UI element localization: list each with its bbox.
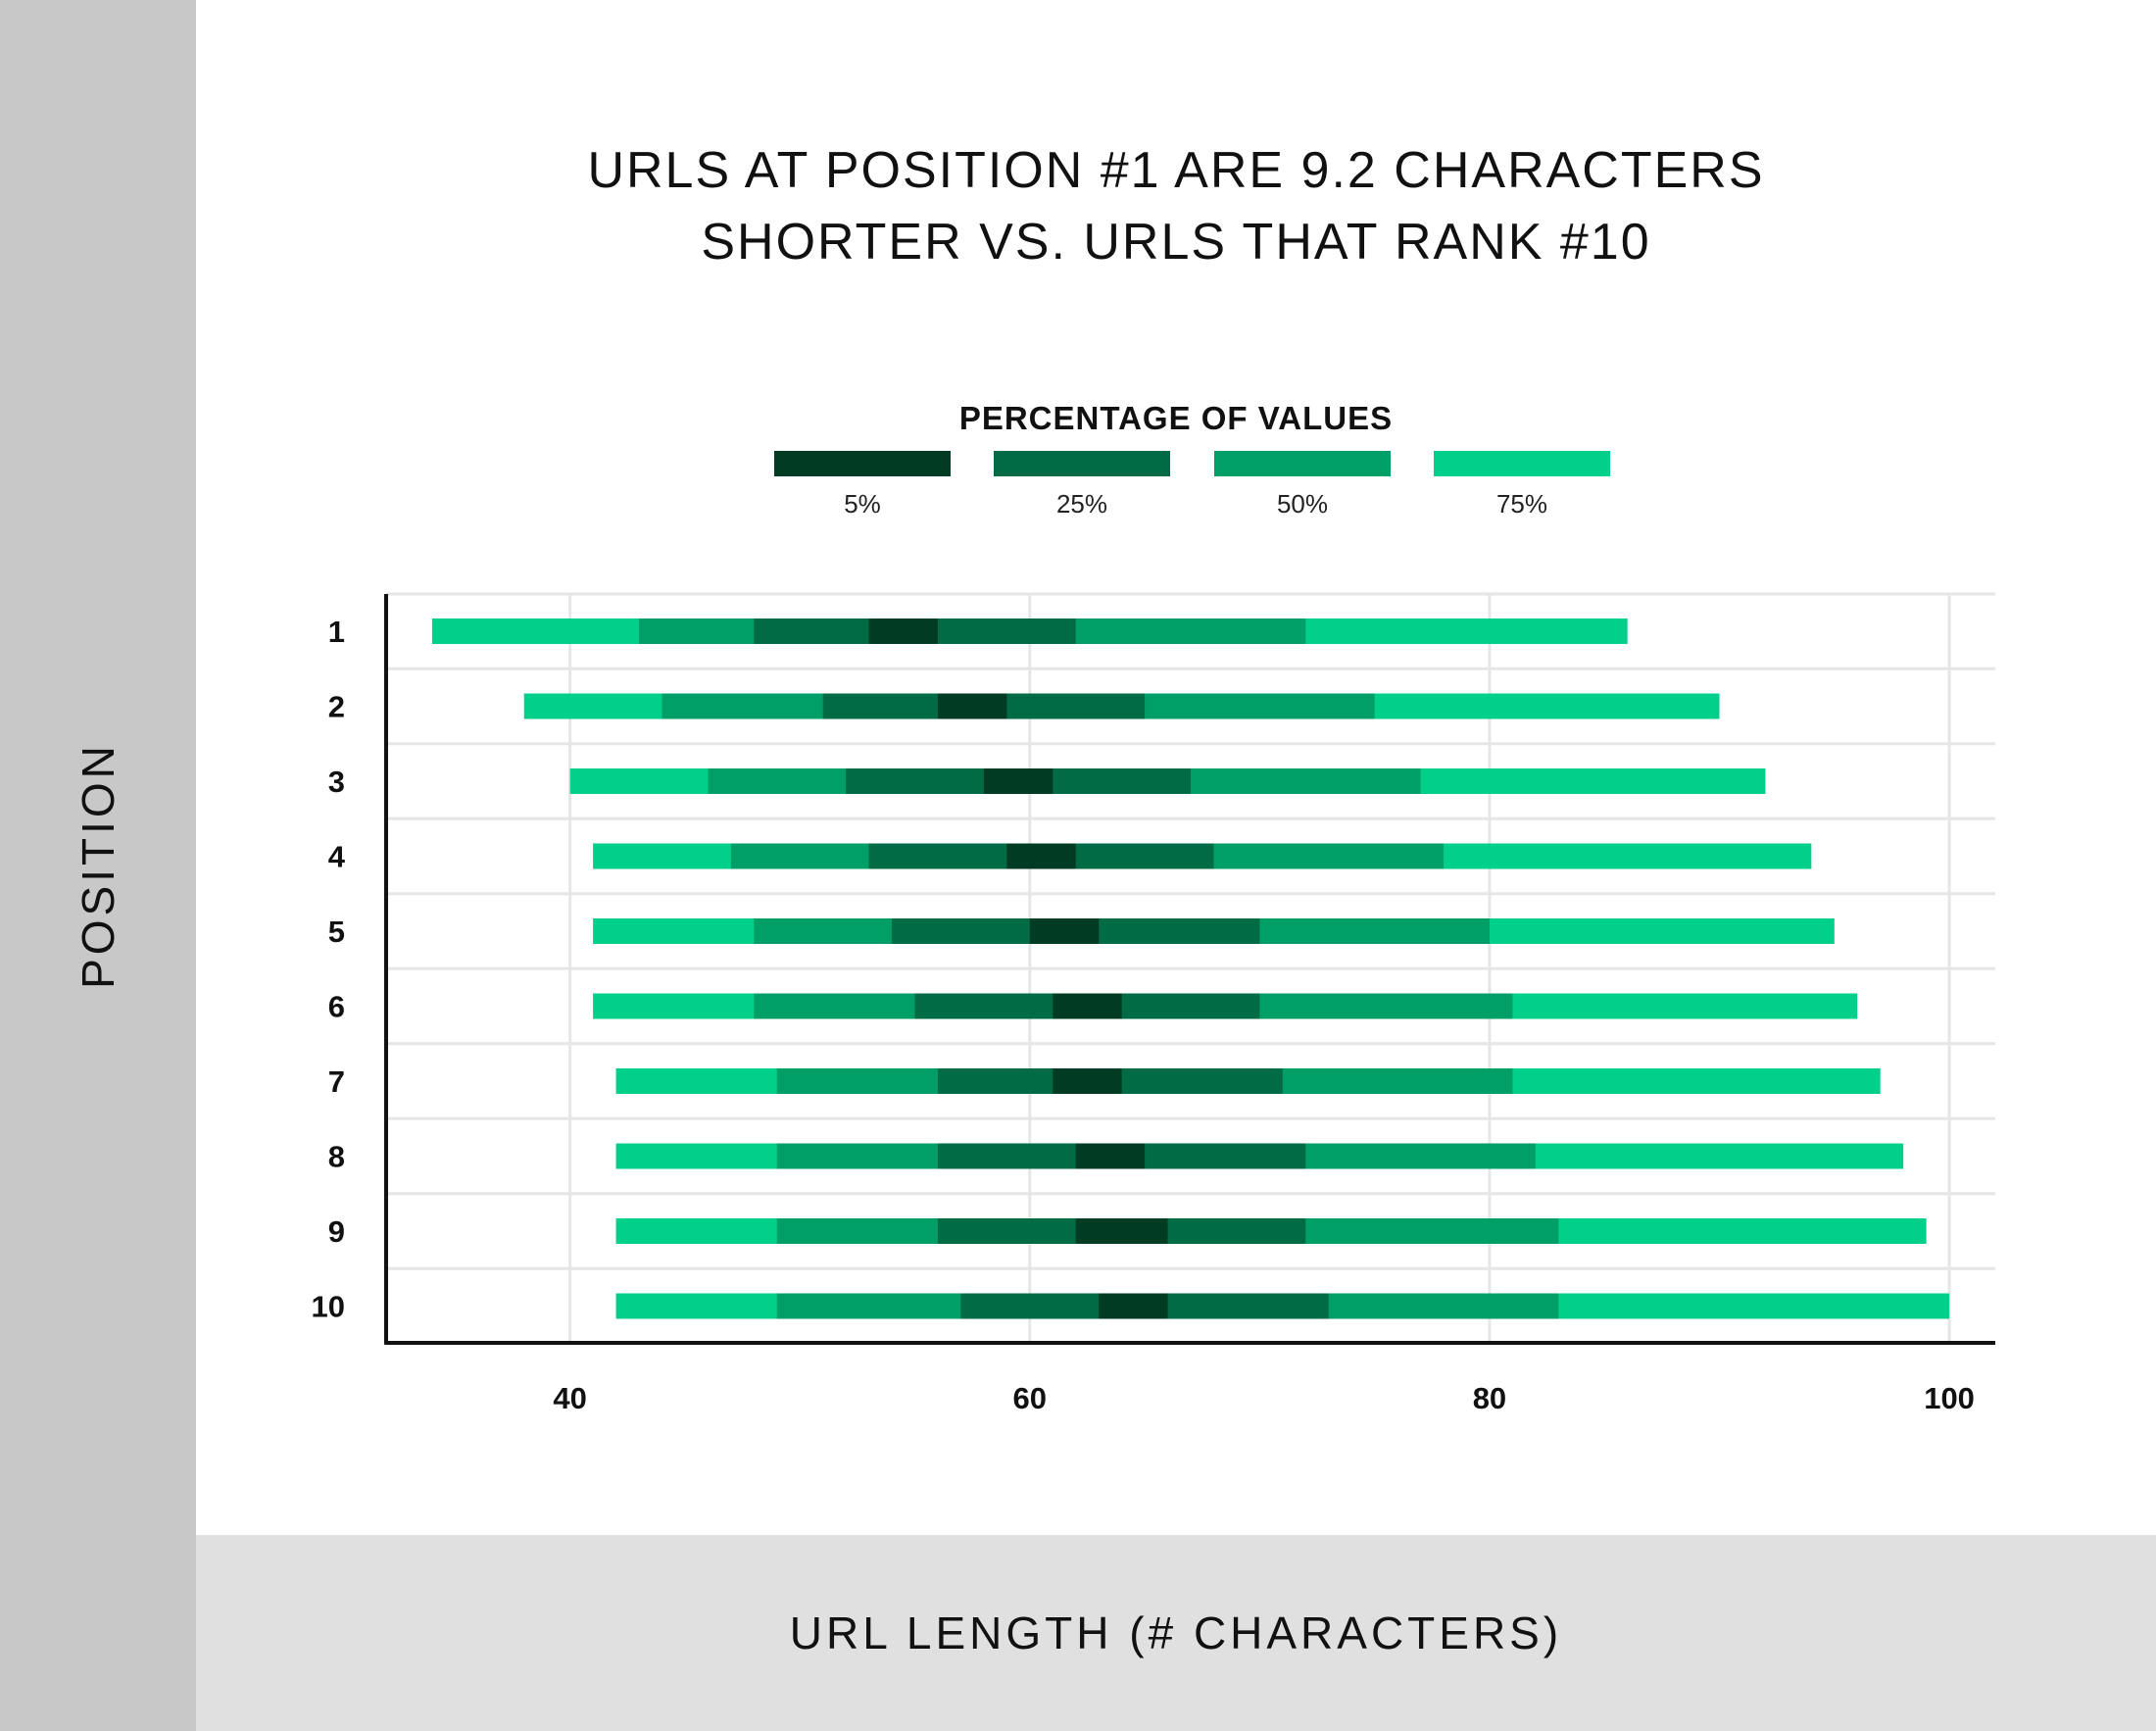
left-panel (0, 0, 196, 1731)
legend-swatch-p25 (994, 451, 1170, 476)
legend-label-p50: 50% (1277, 489, 1328, 519)
legend-label-p75: 75% (1496, 489, 1547, 519)
bottom-panel (196, 1535, 2156, 1731)
y-tick-label: 1 (328, 615, 345, 649)
legend-title: PERCENTAGE OF VALUES (958, 400, 1394, 436)
y-tick-label: 7 (328, 1064, 345, 1099)
chart-title-line-2: SHORTER VS. URLS THAT RANK #10 (701, 214, 1651, 271)
bar-pos8-p5 (1075, 1143, 1146, 1169)
chart-title: URLS AT POSITION #1 ARE 9.2 CHARACTERS S… (294, 135, 2058, 278)
bar-pos1-p5 (868, 618, 938, 644)
y-tick-label: 9 (328, 1214, 345, 1249)
legend-label-p5: 5% (844, 489, 881, 519)
bar-pos7-p5 (1053, 1068, 1122, 1094)
bar-pos10-p5 (1099, 1293, 1168, 1319)
x-axis-label: URL LENGTH (# CHARACTERS) (789, 1607, 1563, 1658)
chart-title-line-1: URLS AT POSITION #1 ARE 9.2 CHARACTERS (587, 142, 1765, 199)
legend: 5% 25% 50% 75% (774, 451, 1610, 519)
y-tick-label: 8 (328, 1140, 345, 1174)
bar-pos5-p5 (1029, 918, 1100, 944)
x-tick-label: 80 (1473, 1381, 1506, 1415)
y-tick-label: 2 (328, 690, 345, 724)
legend-label-p25: 25% (1056, 489, 1107, 519)
bar-pos9-p5 (1075, 1218, 1168, 1244)
y-tick-label: 10 (312, 1290, 345, 1324)
bar-pos6-p5 (1053, 993, 1122, 1019)
tick-labels: 1 2 3 4 5 6 7 8 9 10 40 60 80 100 (312, 615, 1975, 1415)
y-tick-label: 3 (328, 765, 345, 799)
bar-pos3-p5 (983, 768, 1054, 794)
legend-swatch-p50 (1214, 451, 1391, 476)
y-tick-label: 5 (328, 915, 345, 949)
y-tick-label: 4 (328, 840, 346, 874)
legend-swatch-p75 (1434, 451, 1610, 476)
bar-pos2-p5 (937, 693, 1007, 719)
axes (384, 594, 1995, 1345)
x-tick-label: 60 (1013, 1381, 1047, 1415)
x-tick-label: 40 (553, 1381, 586, 1415)
legend-swatch-p5 (774, 451, 951, 476)
x-tick-label: 100 (1924, 1381, 1975, 1415)
bars (431, 618, 1950, 1319)
y-tick-label: 6 (328, 990, 345, 1024)
bar-pos4-p5 (1006, 843, 1076, 869)
